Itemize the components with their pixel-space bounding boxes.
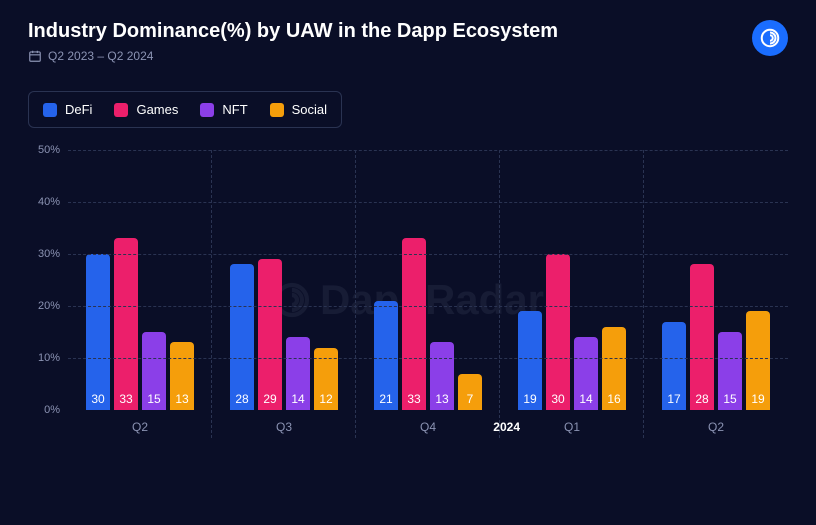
bar-value-label: 15 — [723, 392, 736, 406]
date-range: Q2 2023 – Q2 2024 — [48, 49, 153, 63]
y-axis: 0%10%20%30%40%50% — [28, 150, 68, 410]
bar-value-label: 29 — [263, 392, 276, 406]
legend-swatch — [270, 103, 284, 117]
bar: 19 — [518, 311, 542, 410]
grid-line — [68, 150, 788, 151]
bar: 33 — [402, 238, 426, 410]
bar-value-label: 28 — [235, 392, 248, 406]
x-tick-label: Q4 — [420, 420, 436, 434]
brand-logo — [752, 20, 788, 56]
bar-value-label: 19 — [523, 392, 536, 406]
legend-label: Social — [292, 102, 327, 117]
bar: 13 — [170, 342, 194, 410]
bar-value-label: 30 — [91, 392, 104, 406]
x-tick: Q42024 — [356, 410, 500, 450]
x-axis: Q2 Q3 Q42024 Q1 Q2 — [68, 410, 788, 450]
grid-line — [68, 358, 788, 359]
bar-value-label: 15 — [147, 392, 160, 406]
legend-label: DeFi — [65, 102, 92, 117]
grid-line — [68, 202, 788, 203]
legend-item: Social — [270, 102, 327, 117]
legend-swatch — [43, 103, 57, 117]
bar-value-label: 7 — [467, 392, 474, 406]
bar-value-label: 33 — [119, 392, 132, 406]
bar: 7 — [458, 374, 482, 410]
bar: 19 — [746, 311, 770, 410]
bar-value-label: 19 — [751, 392, 764, 406]
grid-line — [68, 254, 788, 255]
plot-area: 30 33 15 13 28 29 14 12 21 33 13 7 19 30 14 16 17 28 15 19 — [68, 150, 788, 410]
bar: 29 — [258, 259, 282, 410]
y-tick-label: 20% — [38, 300, 60, 312]
bar-value-label: 13 — [175, 392, 188, 406]
bar: 12 — [314, 348, 338, 410]
bar: 30 — [546, 254, 570, 410]
bar: 13 — [430, 342, 454, 410]
bar: 28 — [230, 264, 254, 410]
y-tick-label: 0% — [44, 404, 60, 416]
legend-item: Games — [114, 102, 178, 117]
bar-group: 19 30 14 16 — [500, 150, 644, 410]
grid-line — [68, 306, 788, 307]
bar-value-label: 17 — [667, 392, 680, 406]
dominance-bar-chart: DappRadar 0%10%20%30%40%50% 303315132829… — [28, 150, 788, 450]
bar-value-label: 14 — [291, 392, 304, 406]
bar-value-label: 13 — [435, 392, 448, 406]
x-tick-label: Q2 — [708, 420, 724, 434]
x-tick-label: Q2 — [132, 420, 148, 434]
bar-group: 30 33 15 13 — [68, 150, 212, 410]
legend-label: Games — [136, 102, 178, 117]
legend-item: NFT — [200, 102, 247, 117]
legend-item: DeFi — [43, 102, 92, 117]
header: Industry Dominance(%) by UAW in the Dapp… — [28, 20, 788, 63]
bar-group: 28 29 14 12 — [212, 150, 356, 410]
legend-swatch — [200, 103, 214, 117]
y-tick-label: 10% — [38, 352, 60, 364]
bar: 16 — [602, 327, 626, 410]
bar: 14 — [574, 337, 598, 410]
x-tick: Q3 — [212, 410, 356, 450]
legend-swatch — [114, 103, 128, 117]
bar-value-label: 21 — [379, 392, 392, 406]
x-tick: Q2 — [68, 410, 212, 450]
legend: DeFi Games NFT Social — [28, 91, 342, 128]
legend-label: NFT — [222, 102, 247, 117]
bar-value-label: 30 — [551, 392, 564, 406]
bar-value-label: 12 — [319, 392, 332, 406]
y-tick-label: 50% — [38, 144, 60, 156]
x-tick-label: Q1 — [564, 420, 580, 434]
x-tick: Q1 — [500, 410, 644, 450]
bar-group: 21 33 13 7 — [356, 150, 500, 410]
bar-value-label: 28 — [695, 392, 708, 406]
bar-group: 17 28 15 19 — [644, 150, 788, 410]
bar: 17 — [662, 322, 686, 410]
y-tick-label: 40% — [38, 196, 60, 208]
bar: 33 — [114, 238, 138, 410]
calendar-icon — [28, 49, 42, 63]
bar: 15 — [718, 332, 742, 410]
x-tick-label: Q3 — [276, 420, 292, 434]
bar: 21 — [374, 301, 398, 410]
bar-value-label: 16 — [607, 392, 620, 406]
page-title: Industry Dominance(%) by UAW in the Dapp… — [28, 20, 558, 43]
bar: 28 — [690, 264, 714, 410]
bar: 30 — [86, 254, 110, 410]
x-tick: Q2 — [644, 410, 788, 450]
bar: 14 — [286, 337, 310, 410]
bar-value-label: 14 — [579, 392, 592, 406]
bar: 15 — [142, 332, 166, 410]
bar-value-label: 33 — [407, 392, 420, 406]
y-tick-label: 30% — [38, 248, 60, 260]
